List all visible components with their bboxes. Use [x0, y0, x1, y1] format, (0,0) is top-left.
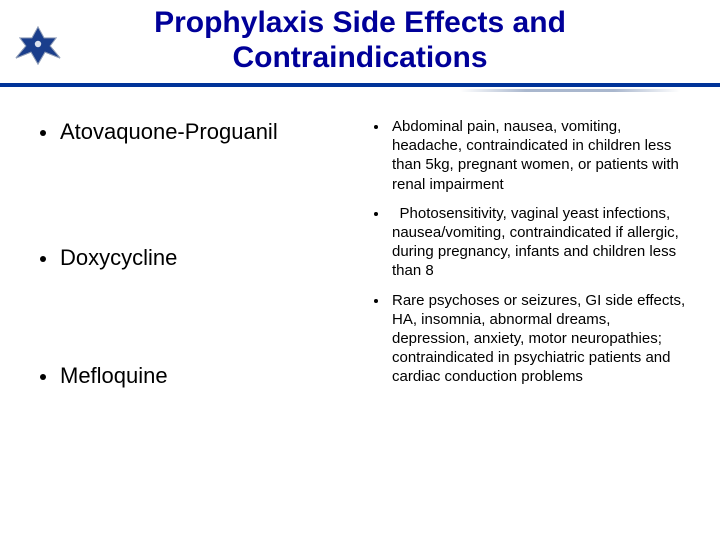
slide-header: Prophylaxis Side Effects and Contraindic… [0, 0, 720, 95]
drug-name-item: Doxycycline [40, 245, 370, 271]
slide-body: Atovaquone-Proguanil Doxycycline Mefloqu… [0, 95, 720, 479]
airforce-logo [12, 24, 64, 71]
drug-name: Doxycycline [60, 245, 177, 271]
drug-name: Mefloquine [60, 363, 168, 389]
bullet-icon [40, 256, 46, 262]
drug-name: Atovaquone-Proguanil [60, 119, 278, 145]
title-line-2: Contraindications [232, 41, 487, 74]
bullet-icon [40, 130, 46, 136]
bullet-icon [40, 374, 46, 380]
bullet-icon [374, 125, 378, 129]
slide-title: Prophylaxis Side Effects and Contraindic… [0, 6, 720, 75]
right-column: Abdominal pain, nausea, vomiting, headac… [370, 117, 692, 479]
drug-name-item: Atovaquone-Proguanil [40, 119, 370, 145]
side-effects-item: Photosensitivity, vaginal yeast infectio… [374, 204, 692, 281]
side-effects-text: Abdominal pain, nausea, vomiting, headac… [392, 117, 692, 194]
side-effects-item: Abdominal pain, nausea, vomiting, headac… [374, 117, 692, 194]
left-column: Atovaquone-Proguanil Doxycycline Mefloqu… [40, 117, 370, 479]
bullet-icon [374, 212, 378, 216]
side-effects-item: Rare psychoses or seizures, GI side effe… [374, 291, 692, 387]
bullet-icon [374, 299, 378, 303]
side-effects-text: Rare psychoses or seizures, GI side effe… [392, 291, 692, 387]
drug-name-item: Mefloquine [40, 363, 370, 389]
side-effects-text: Photosensitivity, vaginal yeast infectio… [392, 204, 692, 281]
title-line-1: Prophylaxis Side Effects and [154, 6, 566, 39]
title-underline [0, 81, 720, 95]
